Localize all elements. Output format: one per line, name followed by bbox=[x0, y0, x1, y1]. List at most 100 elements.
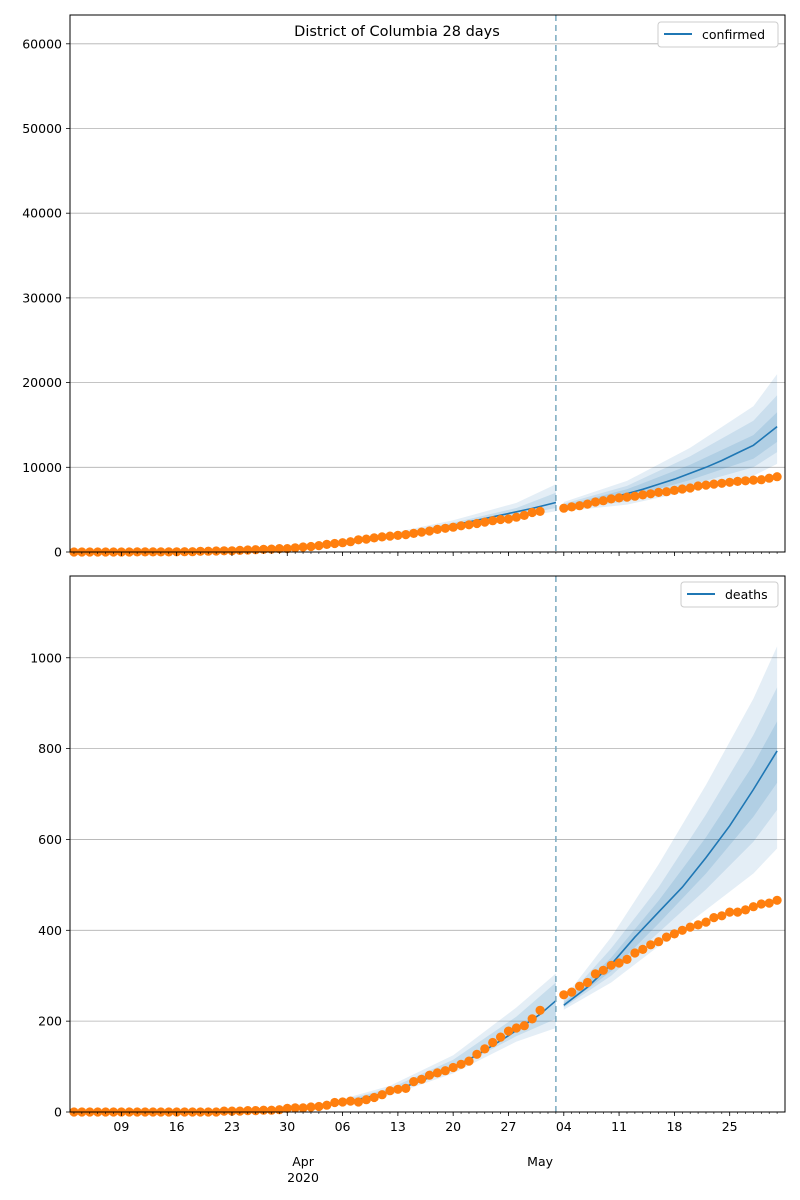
observed-point bbox=[322, 539, 332, 550]
deaths-y-axis: 0 200 400 600 800 1000 bbox=[30, 650, 70, 1120]
observed-point bbox=[614, 958, 624, 968]
uncertainty-band bbox=[563, 374, 778, 512]
observed-point bbox=[361, 1095, 371, 1105]
observed-point bbox=[353, 535, 363, 545]
observed-point bbox=[567, 987, 577, 997]
observed-point bbox=[330, 538, 340, 549]
observed-point bbox=[385, 1086, 395, 1096]
observed-point bbox=[519, 1021, 529, 1031]
x-tick-label: 30 bbox=[279, 1119, 295, 1134]
observed-point bbox=[772, 472, 782, 482]
observed-point bbox=[306, 541, 316, 552]
y-tick-label: 1000 bbox=[30, 650, 62, 665]
observed-point bbox=[282, 544, 292, 554]
observed-point bbox=[527, 507, 537, 518]
observed-point bbox=[503, 1026, 514, 1036]
observed-point bbox=[306, 1102, 316, 1112]
observed-point bbox=[559, 990, 569, 1000]
observed-point bbox=[298, 1103, 308, 1113]
observed-point bbox=[274, 544, 284, 554]
observed-point bbox=[622, 492, 632, 502]
observed-point bbox=[377, 1090, 387, 1100]
confirmed-gridlines bbox=[70, 43, 785, 553]
confirmed-legend-label: confirmed bbox=[702, 27, 765, 42]
observed-point bbox=[772, 895, 782, 905]
observed-point bbox=[622, 954, 632, 965]
x-tick-label: 27 bbox=[501, 1119, 517, 1134]
observed-point bbox=[567, 502, 577, 512]
observed-point bbox=[345, 1096, 356, 1106]
observed-point bbox=[614, 493, 624, 503]
observed-point bbox=[511, 512, 521, 522]
x-month-label: May bbox=[527, 1154, 553, 1169]
observed-point bbox=[503, 514, 514, 524]
observed-point bbox=[393, 1084, 403, 1094]
confirmed-x-axis bbox=[73, 552, 778, 556]
observed-point bbox=[725, 477, 735, 487]
deaths-legend-label: deaths bbox=[725, 587, 768, 602]
confirmed-axes-frame bbox=[69, 14, 786, 553]
observed-point bbox=[582, 977, 593, 988]
observed-point bbox=[472, 1049, 482, 1059]
deaths-legend-box bbox=[680, 581, 779, 608]
observed-point bbox=[322, 1100, 332, 1110]
observed-point bbox=[440, 523, 450, 533]
observed-point bbox=[693, 481, 703, 491]
observed-point bbox=[480, 517, 490, 527]
observed-point bbox=[227, 1106, 237, 1116]
observed-point bbox=[748, 902, 759, 912]
observed-point bbox=[606, 960, 616, 970]
observed-point bbox=[448, 1062, 458, 1073]
observed-point bbox=[377, 532, 387, 542]
observed-point bbox=[369, 1092, 379, 1103]
observed-point bbox=[290, 1103, 300, 1113]
observed-point bbox=[638, 490, 648, 500]
x-tick-label: 13 bbox=[390, 1119, 406, 1134]
observed-point bbox=[488, 516, 498, 526]
observed-point bbox=[733, 476, 743, 486]
x-tick-label: 16 bbox=[169, 1119, 185, 1134]
observed-point bbox=[590, 497, 601, 507]
x-tick-label: 09 bbox=[113, 1119, 129, 1134]
observed-point bbox=[709, 913, 719, 923]
observed-point bbox=[638, 944, 648, 955]
observed-point bbox=[725, 907, 735, 917]
deaths-legend: deaths bbox=[680, 581, 779, 608]
observed-point bbox=[251, 1106, 261, 1116]
observed-point bbox=[464, 1056, 474, 1066]
observed-point bbox=[535, 1005, 545, 1015]
observed-point bbox=[235, 1106, 245, 1116]
x-tick-label: 20 bbox=[445, 1119, 461, 1134]
x-tick-label: 18 bbox=[666, 1119, 682, 1134]
observed-point bbox=[677, 484, 687, 494]
observed-point bbox=[630, 948, 640, 958]
confirmed-panel: 0 10000 20000 30000 40000 50000 60000 District… bbox=[22, 14, 786, 560]
uncertainty-band bbox=[563, 687, 778, 1008]
observed-point bbox=[654, 937, 664, 947]
observed-point bbox=[243, 1106, 253, 1116]
observed-point bbox=[748, 475, 759, 485]
observed-point bbox=[456, 521, 466, 531]
observed-point bbox=[440, 1066, 450, 1076]
deaths-gridlines bbox=[70, 657, 785, 1113]
y-tick-label: 400 bbox=[38, 923, 62, 938]
observed-point bbox=[401, 530, 411, 540]
x-month-label: Apr bbox=[292, 1154, 314, 1169]
x-tick-label: 04 bbox=[556, 1119, 572, 1134]
observed-point bbox=[385, 531, 395, 541]
observed-point bbox=[669, 485, 680, 495]
observed-point bbox=[314, 1101, 324, 1112]
observed-point bbox=[353, 1097, 363, 1107]
observed-point bbox=[535, 506, 545, 516]
observed-point bbox=[235, 545, 245, 556]
observed-point bbox=[756, 899, 766, 909]
figure-title: District of Columbia 28 days bbox=[294, 24, 500, 40]
observed-point bbox=[709, 479, 719, 489]
observed-point bbox=[598, 496, 608, 506]
y-tick-label: 0 bbox=[54, 545, 62, 560]
x-tick-label: 25 bbox=[722, 1119, 738, 1134]
observed-point bbox=[701, 480, 711, 490]
observed-point bbox=[448, 522, 458, 532]
